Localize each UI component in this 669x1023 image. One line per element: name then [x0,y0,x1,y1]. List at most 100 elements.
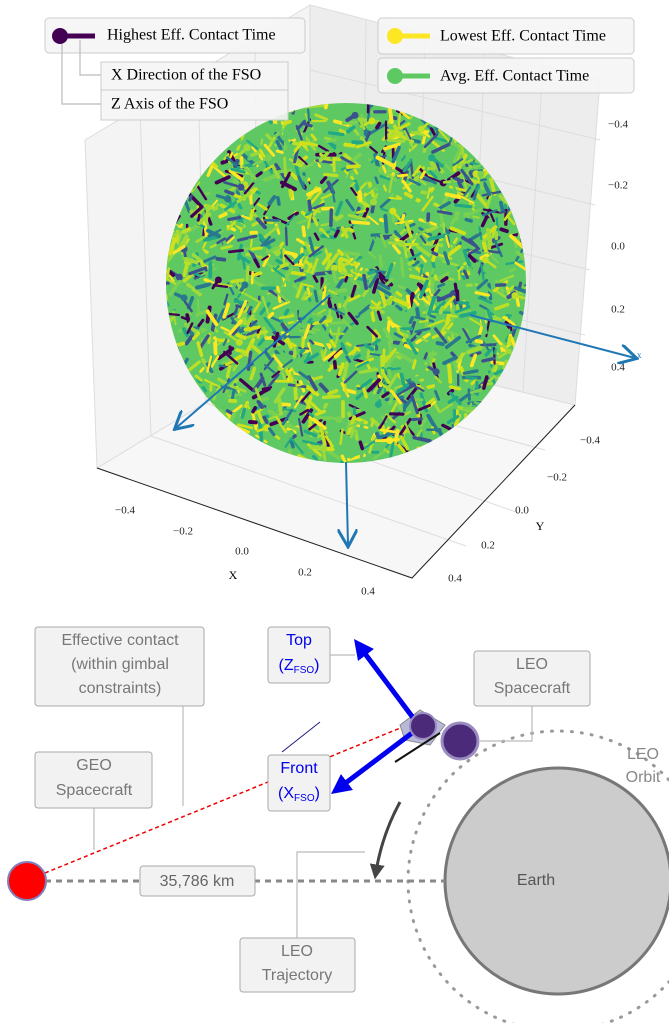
texture-stroke [341,131,345,133]
texture-stroke [313,329,319,330]
x-axis-label: X [229,568,238,582]
texture-stroke [369,272,373,273]
texture-dot [236,339,243,346]
texture-stroke [381,156,385,158]
tick-label: 0.2 [298,567,312,579]
texture-stroke [189,331,192,334]
label: Orbit [626,769,661,786]
texture-stroke [321,361,322,368]
texture-dot [176,274,183,281]
texture-stroke [296,385,300,386]
texture-stroke [466,295,473,296]
texture-stroke [237,335,244,338]
texture-stroke [313,210,320,212]
texture-stroke [303,338,304,347]
texture-dot [398,240,405,247]
texture-stroke [441,308,443,313]
texture-stroke [242,409,244,417]
texture-stroke [201,261,203,265]
texture-stroke [324,396,339,397]
texture-stroke [219,366,225,367]
texture-dot [281,134,288,141]
texture-stroke [357,336,361,338]
texture-stroke [296,166,298,175]
texture-stroke [401,258,403,275]
label: Trajectory [262,967,333,984]
texture-stroke [356,431,357,439]
texture-stroke [385,216,386,232]
texture-stroke [433,253,437,255]
label: Top [286,632,312,649]
texture-stroke [455,284,456,290]
texture-stroke [331,322,345,323]
texture-stroke [316,417,329,419]
texture-stroke [290,191,291,197]
texture-stroke [262,140,263,144]
label: LEO [627,746,659,763]
tick-label: −0.2 [547,472,567,484]
texture-stroke [269,314,272,317]
texture-stroke [451,387,460,389]
texture-stroke [335,299,340,302]
annotation: Z Axis of the FSO [111,96,228,113]
texture-stroke [333,272,335,282]
texture-dot [428,154,435,161]
texture-stroke [449,279,453,280]
texture-stroke [438,343,443,344]
texture-stroke [325,138,331,140]
texture-stroke [395,203,397,208]
earth [445,768,669,994]
texture-stroke [390,198,401,199]
texture-stroke [227,367,229,377]
texture-stroke [335,362,336,368]
label: constraints) [79,680,162,697]
texture-stroke [482,345,497,346]
texture-stroke [198,300,199,312]
texture-stroke [413,151,415,166]
label: Spacecraft [494,680,571,697]
texture-stroke [252,189,256,191]
texture-stroke [316,272,333,274]
texture-stroke [389,365,390,377]
texture-stroke [229,395,242,396]
texture-dot [237,184,244,191]
texture-stroke [190,196,192,200]
texture-dot [385,298,392,305]
texture-stroke [182,317,187,319]
texture-stroke [304,124,311,126]
texture-dot [224,195,231,202]
tick-label: 0.0 [515,505,529,517]
texture-stroke [325,403,327,407]
trajectory-arrow [376,802,400,872]
texture-stroke [467,285,476,286]
texture-stroke [252,248,261,249]
texture-stroke [498,345,500,352]
texture-stroke [473,217,479,218]
texture-stroke [261,399,267,401]
texture-stroke [289,272,304,274]
texture-stroke [368,349,369,358]
tick-label: 0.0 [235,546,249,558]
texture-stroke [335,231,338,236]
texture-stroke [286,122,290,123]
texture-stroke [407,142,408,159]
texture-stroke [410,318,412,323]
leo-spacecraft [442,723,478,759]
texture-stroke [456,179,462,181]
texture-stroke [357,211,364,213]
texture-stroke [425,354,427,359]
texture-stroke [435,208,439,210]
texture-stroke [245,327,258,329]
texture-stroke [372,420,373,425]
texture-stroke [198,215,199,221]
texture-dot [418,126,425,133]
tick-label: −0.2 [173,526,193,538]
texture-stroke [510,269,515,271]
texture-stroke [466,377,476,378]
texture-stroke [352,222,369,223]
texture-stroke [466,219,471,220]
texture-dot [477,171,484,178]
legend-label: Highest Eff. Contact Time [107,27,276,44]
texture-stroke [184,229,189,232]
texture-stroke [298,161,302,164]
